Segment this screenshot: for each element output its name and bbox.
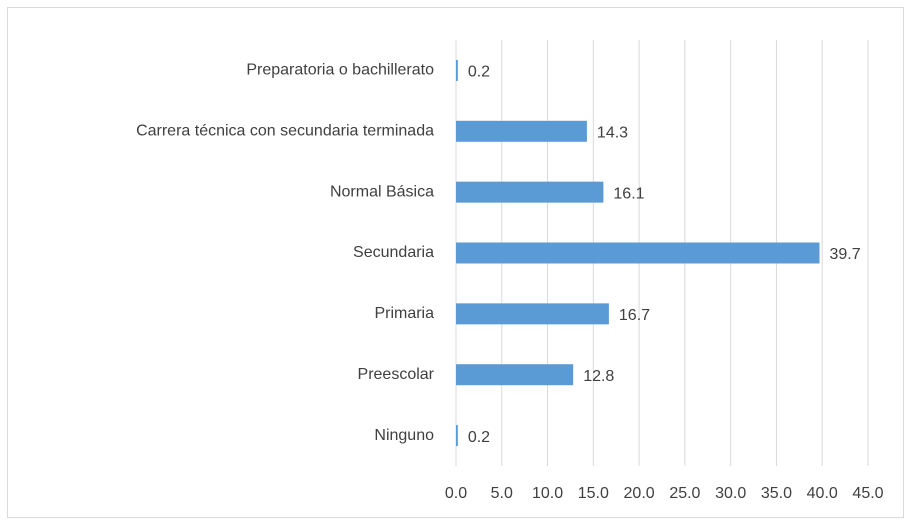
data-label: 12.8 [583, 368, 614, 385]
data-label: 0.2 [468, 64, 490, 81]
x-tick-label: 20.0 [624, 485, 655, 502]
bar [456, 303, 609, 325]
y-tick-label: Ninguno [374, 427, 434, 444]
data-label: 0.2 [468, 429, 490, 446]
x-tick-label: 10.0 [532, 485, 563, 502]
y-tick-label: Secundaria [353, 244, 434, 261]
data-label: 39.7 [829, 246, 860, 263]
x-tick-label: 45.0 [852, 485, 883, 502]
y-tick-label: Normal Básica [330, 183, 434, 200]
bar [456, 364, 574, 386]
x-tick-label: 40.0 [807, 485, 838, 502]
bar [456, 425, 458, 447]
y-tick-label: Preparatoria o bachillerato [246, 62, 434, 79]
x-tick-label: 5.0 [491, 485, 513, 502]
x-tick-label: 25.0 [669, 485, 700, 502]
x-tick-label: 0.0 [445, 485, 467, 502]
data-label: 16.7 [619, 307, 650, 324]
x-tick-label: 30.0 [715, 485, 746, 502]
bar [456, 59, 458, 81]
bar [456, 181, 604, 203]
x-tick-label: 15.0 [578, 485, 609, 502]
y-tick-label: Carrera técnica con secundaria terminada [136, 123, 434, 140]
bar [456, 120, 587, 142]
bar [456, 242, 820, 264]
y-tick-label: Primaria [374, 305, 434, 322]
x-tick-label: 35.0 [761, 485, 792, 502]
data-label: 14.3 [597, 125, 628, 142]
y-tick-label: Preescolar [358, 366, 435, 383]
data-label: 16.1 [613, 185, 644, 202]
